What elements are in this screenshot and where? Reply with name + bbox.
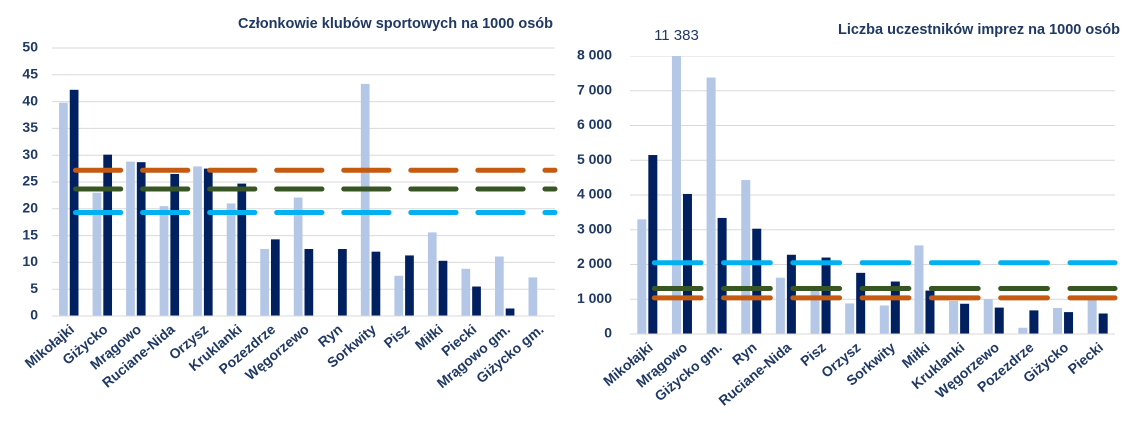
bar: [338, 249, 347, 316]
bar: [270, 239, 280, 316]
y-tick-label: 4 000: [577, 186, 612, 202]
bar: [226, 203, 236, 316]
bar: [810, 288, 820, 334]
y-tick-label: 3 000: [577, 220, 612, 236]
bar: [949, 300, 959, 334]
plot: [630, 56, 1118, 335]
y-tick-label: 30: [22, 146, 38, 162]
bar: [637, 219, 647, 334]
bar: [706, 77, 716, 335]
y-tick-label: 40: [22, 92, 38, 108]
bar: [126, 161, 135, 316]
bar: [983, 299, 993, 334]
chart-title: Liczba uczestników imprez na 1000 osób: [838, 22, 1120, 38]
y-tick-label: 20: [22, 200, 38, 216]
y-tick-label: 8 000: [577, 47, 612, 63]
bar: [717, 217, 727, 334]
bar: [1098, 313, 1108, 334]
y-tick-label: 25: [22, 173, 38, 189]
y-tick-label: 0: [604, 325, 612, 341]
bar: [427, 232, 437, 316]
bar: [1029, 310, 1039, 334]
bar: [505, 308, 515, 316]
bar: [994, 307, 1004, 334]
bar: [1064, 312, 1074, 334]
y-tick-label: 45: [22, 66, 38, 82]
bar: [494, 256, 504, 316]
y-tick-label: 5 000: [577, 151, 612, 167]
bar: [752, 228, 762, 334]
bar: [203, 168, 213, 316]
plot: [52, 47, 558, 317]
bar: [371, 251, 381, 316]
bar: [193, 166, 202, 316]
bar: [159, 206, 169, 316]
x-tick-label: Pisz: [381, 321, 413, 351]
bar: [1018, 327, 1028, 334]
bar: [237, 183, 247, 316]
bar: [528, 277, 538, 316]
y-tick-label: 1 000: [577, 290, 612, 306]
bar: [461, 268, 471, 316]
bar: [741, 180, 751, 334]
bar: [775, 277, 785, 334]
bar: [260, 249, 269, 316]
y-tick-label: 7 000: [577, 81, 612, 97]
bar: [293, 197, 303, 316]
y-tick-label: 50: [22, 39, 38, 55]
y-tick-label: 35: [22, 119, 38, 135]
bar: [438, 260, 448, 316]
bar: [405, 255, 414, 316]
bar: [648, 155, 658, 334]
data-label: 11 383: [654, 27, 699, 44]
y-tick-label: 2 000: [577, 255, 612, 271]
bar: [1053, 307, 1063, 334]
bar: [92, 192, 102, 316]
bar: [472, 286, 481, 316]
bar: [59, 102, 68, 316]
bar: [1087, 295, 1097, 334]
bar: [671, 56, 681, 335]
chart-title: Członkowie klubów sportowych na 1000 osó…: [238, 16, 553, 32]
y-tick-label: 6 000: [577, 116, 612, 132]
y-tick-label: 5: [30, 280, 38, 296]
bar: [914, 245, 924, 334]
bar: [879, 305, 889, 334]
bar: [856, 272, 866, 334]
y-tick-label: 10: [22, 253, 38, 269]
y-tick-label: 15: [22, 226, 38, 242]
bar: [304, 249, 314, 316]
bar: [103, 154, 113, 316]
bar: [69, 89, 79, 316]
bar: [786, 254, 796, 334]
bar: [136, 162, 146, 316]
bar: [394, 275, 404, 316]
y-tick-label: 0: [30, 307, 38, 323]
bar: [170, 173, 180, 316]
bar: [925, 290, 935, 334]
bar: [890, 281, 900, 334]
x-tick-label: Piecki: [1065, 339, 1106, 377]
bar: [960, 303, 970, 334]
bar: [360, 83, 370, 316]
bar: [845, 303, 855, 334]
